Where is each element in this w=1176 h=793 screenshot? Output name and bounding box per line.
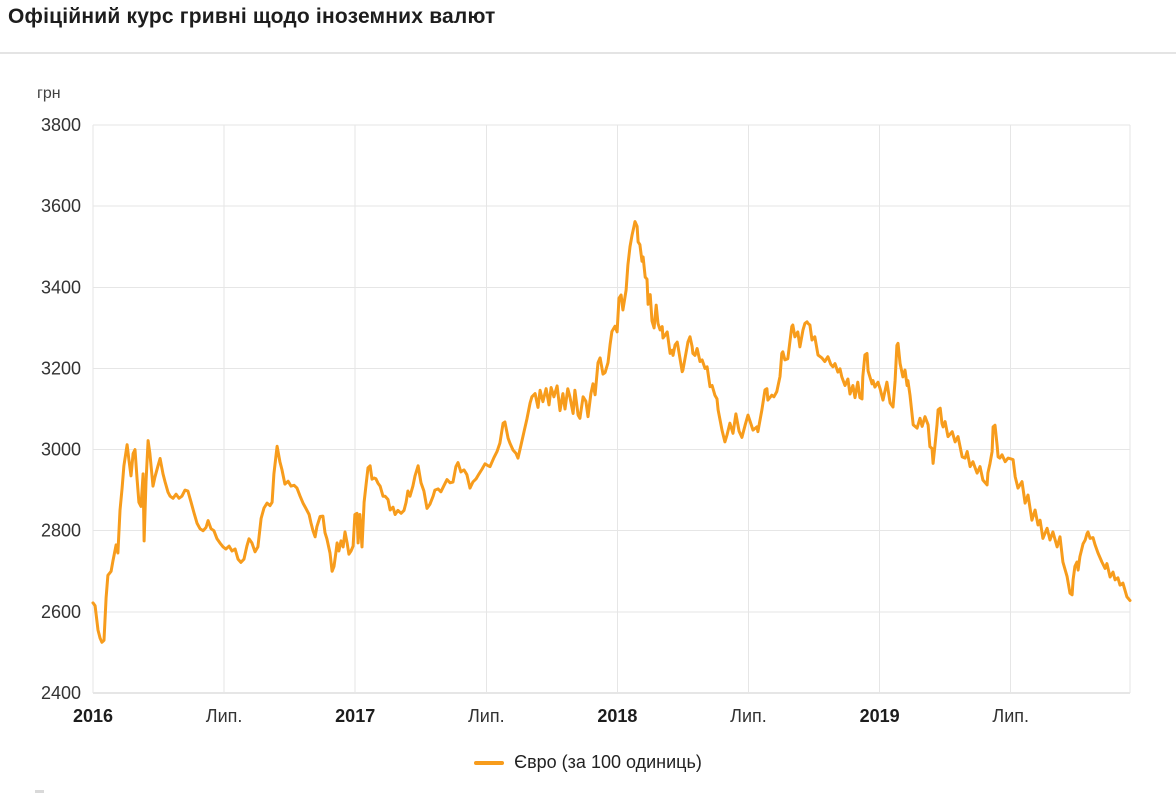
x-tick-label: Лип. bbox=[206, 706, 243, 726]
x-tick-label: 2016 bbox=[73, 706, 113, 726]
y-tick-label: 3000 bbox=[41, 440, 81, 460]
x-tick-label: Лип. bbox=[468, 706, 505, 726]
page-title: Офіційний курс гривні щодо іноземних вал… bbox=[8, 5, 496, 28]
x-tick-label: 2018 bbox=[597, 706, 637, 726]
y-tick-label: 3400 bbox=[41, 277, 81, 297]
y-axis-unit-label: грн bbox=[37, 85, 61, 102]
x-tick-label: Лип. bbox=[992, 706, 1029, 726]
y-tick-label: 3200 bbox=[41, 358, 81, 378]
chart-legend: Євро (за 100 одиниць) bbox=[0, 752, 1176, 773]
legend-line-swatch bbox=[474, 760, 505, 765]
y-tick-label: 2400 bbox=[41, 683, 81, 703]
cut-off-element-artifact bbox=[35, 790, 44, 793]
y-tick-label: 2600 bbox=[41, 602, 81, 622]
legend-series-label: Євро (за 100 одиниць) bbox=[514, 752, 702, 772]
header-divider bbox=[0, 52, 1176, 54]
y-tick-label: 3600 bbox=[41, 196, 81, 216]
x-tick-label: 2017 bbox=[335, 706, 375, 726]
series-line-euro bbox=[91, 220, 1132, 644]
x-tick-label: 2019 bbox=[860, 706, 900, 726]
x-tick-label: Лип. bbox=[730, 706, 767, 726]
y-tick-label: 3800 bbox=[41, 115, 81, 135]
y-tick-label: 2800 bbox=[41, 521, 81, 541]
